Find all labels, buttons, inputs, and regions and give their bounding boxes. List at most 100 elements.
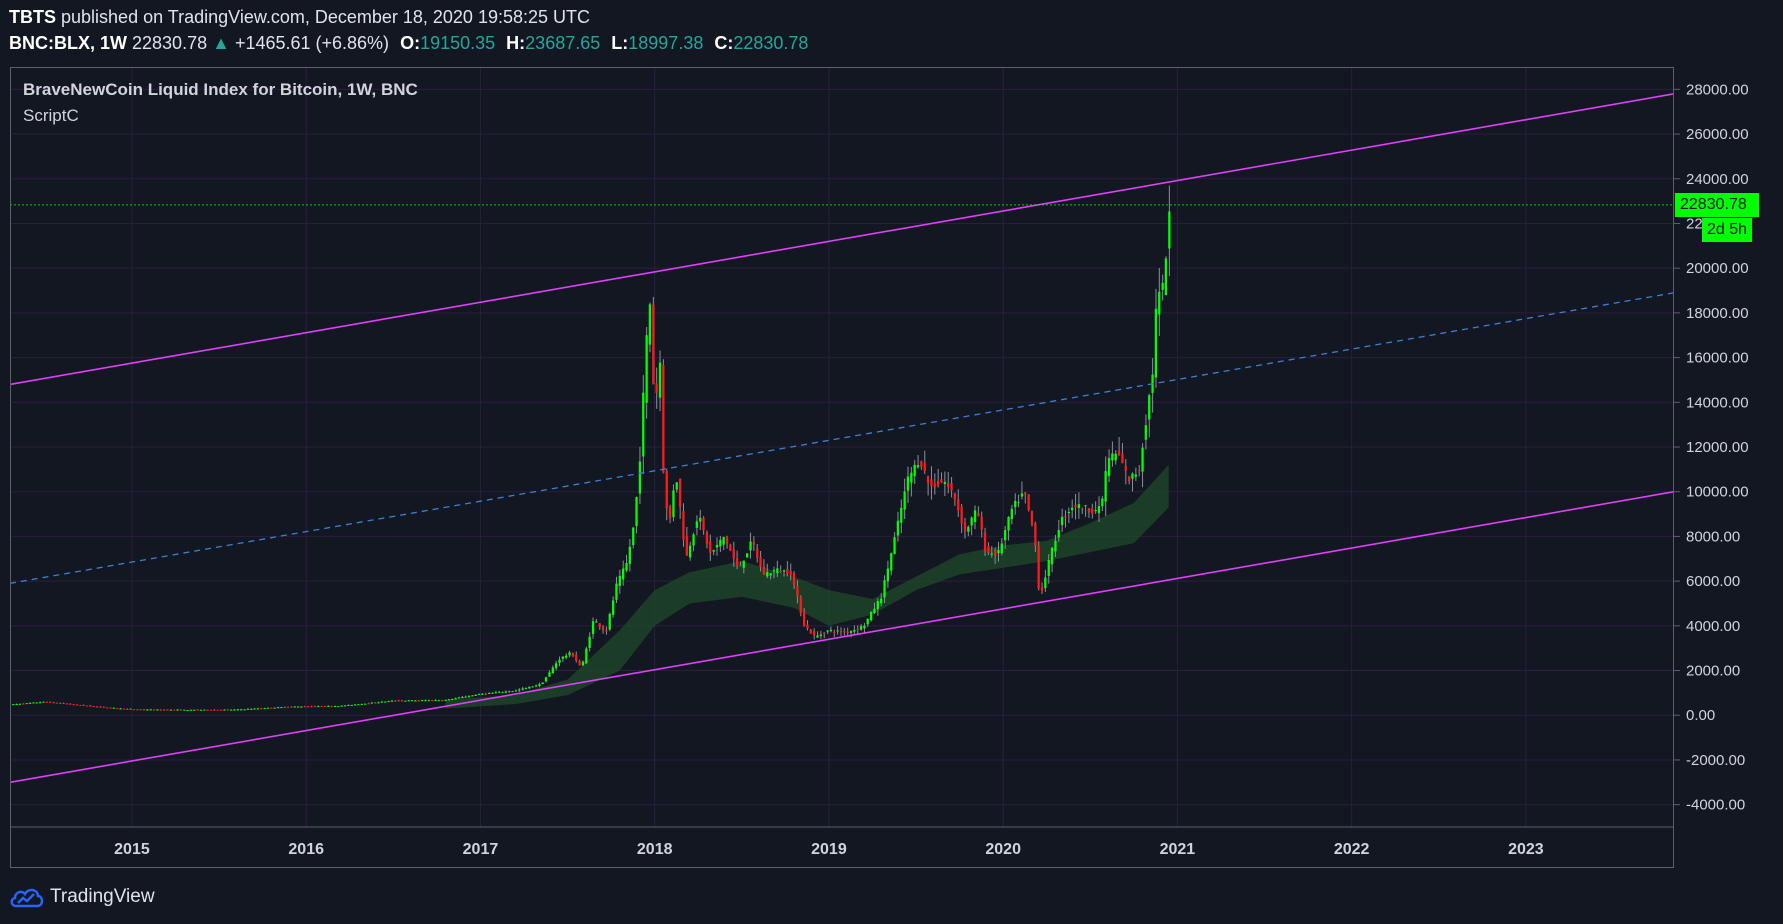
candle xyxy=(52,702,55,704)
candle xyxy=(290,706,293,708)
candle xyxy=(474,695,477,696)
x-tick-label: 2021 xyxy=(1160,841,1196,858)
candle xyxy=(916,465,920,468)
candle xyxy=(571,653,575,657)
candle xyxy=(186,710,189,711)
candle xyxy=(236,709,239,711)
candle xyxy=(595,621,598,623)
candle xyxy=(756,548,759,558)
tradingview-brand: TradingView xyxy=(50,886,155,907)
candle xyxy=(1014,501,1017,508)
candle xyxy=(447,699,451,701)
candle xyxy=(528,686,531,689)
candle xyxy=(176,709,179,711)
candle xyxy=(521,688,524,690)
channel-upper-line xyxy=(10,93,1674,386)
candle xyxy=(772,570,776,572)
candle xyxy=(273,707,276,709)
candle xyxy=(223,709,226,711)
candle xyxy=(92,706,95,707)
y-tick-label: 12000.00 xyxy=(1686,439,1749,456)
candle xyxy=(970,517,973,526)
candle xyxy=(900,507,903,523)
ohlc-header: BNC:BLX, 1W 22830.78 ▲ +1465.61 (+6.86%)… xyxy=(9,33,808,54)
last-price: 22830.78 xyxy=(132,33,208,53)
candle xyxy=(377,702,380,704)
candle xyxy=(451,699,454,700)
candle xyxy=(551,667,554,674)
candle xyxy=(400,700,404,702)
candle xyxy=(839,630,843,633)
candle xyxy=(253,708,256,710)
candle xyxy=(957,499,960,511)
candle xyxy=(333,706,337,707)
candle xyxy=(565,655,568,658)
candle xyxy=(963,522,967,532)
candle xyxy=(263,708,266,710)
candle xyxy=(189,709,193,711)
candle xyxy=(994,550,997,556)
candle xyxy=(484,693,487,695)
candle xyxy=(390,700,394,702)
candle xyxy=(1064,516,1067,518)
candle xyxy=(42,701,45,703)
candle xyxy=(632,527,635,546)
candle xyxy=(427,700,430,702)
candle xyxy=(685,536,688,556)
candle xyxy=(545,677,548,682)
candle xyxy=(561,656,564,659)
candle xyxy=(434,700,437,702)
candle xyxy=(558,659,561,663)
candle xyxy=(119,708,122,710)
candle xyxy=(826,630,829,632)
candle xyxy=(139,709,142,711)
last-price-badge: 22830.78 xyxy=(1675,192,1759,217)
x-tick-label: 2016 xyxy=(288,841,324,858)
published-text: published on TradingView.com, December 1… xyxy=(61,7,591,27)
candle xyxy=(367,703,370,705)
candle xyxy=(1040,587,1044,591)
candle xyxy=(1134,474,1137,477)
candle xyxy=(625,563,628,571)
candle xyxy=(1164,258,1168,296)
candle xyxy=(330,706,333,708)
candle xyxy=(679,478,682,508)
candle xyxy=(354,704,357,706)
candle xyxy=(233,709,236,711)
symbol-label[interactable]: BNC:BLX, 1W xyxy=(9,33,127,53)
candle xyxy=(163,709,166,711)
candle xyxy=(444,700,447,701)
tradingview-logo[interactable]: TradingView xyxy=(10,886,155,908)
candle xyxy=(816,635,819,638)
chart-legend-script[interactable]: ScriptC xyxy=(23,106,79,125)
candle xyxy=(307,706,310,708)
candle xyxy=(364,703,367,705)
candle xyxy=(75,704,79,706)
chart-legend-title[interactable]: BraveNewCoin Liquid Index for Bitcoin, 1… xyxy=(23,80,418,99)
x-tick-label: 2023 xyxy=(1508,841,1544,858)
candle xyxy=(1081,509,1084,511)
candle xyxy=(746,553,749,558)
price-change: +1465.61 (+6.86%) xyxy=(234,33,390,53)
candle xyxy=(397,700,400,702)
candle xyxy=(1030,510,1034,525)
y-tick-label: 10000.00 xyxy=(1686,484,1749,501)
y-tick-label: 16000.00 xyxy=(1686,350,1749,367)
y-tick-label: -2000.00 xyxy=(1686,752,1745,769)
candle xyxy=(28,702,32,704)
candle xyxy=(337,706,340,708)
candle xyxy=(880,598,883,604)
candle xyxy=(725,537,729,544)
candle xyxy=(152,709,156,711)
candle xyxy=(283,707,286,709)
candle xyxy=(665,471,668,509)
candle xyxy=(441,700,444,702)
candle xyxy=(122,708,126,710)
candle xyxy=(1104,471,1107,502)
y-tick-label: -4000.00 xyxy=(1686,797,1745,814)
author-name[interactable]: TBTS xyxy=(9,7,56,27)
candle xyxy=(297,706,300,708)
x-tick-label: 2019 xyxy=(811,841,847,858)
candle xyxy=(72,704,75,706)
candle xyxy=(702,517,705,531)
